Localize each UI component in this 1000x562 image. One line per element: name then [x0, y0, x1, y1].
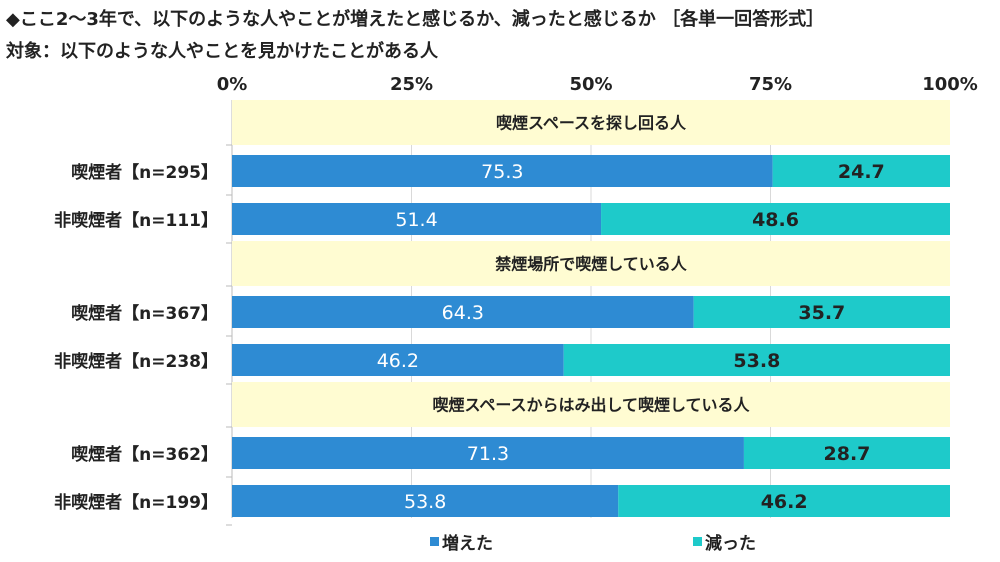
chart-title: ◆ここ2～3年で、以下のような人やことが増えたと感じるか、減ったと感じるか ［各… [6, 8, 824, 30]
data-label-decreased: 48.6 [752, 209, 799, 231]
data-label-decreased: 24.7 [838, 161, 885, 183]
row-label: 喫煙者【n=295】 [71, 162, 218, 183]
data-label-increased: 64.3 [442, 302, 484, 324]
data-label-decreased: 46.2 [761, 491, 808, 513]
x-tick-label: 50% [569, 74, 612, 95]
bar-increased [232, 437, 744, 469]
bar-increased [232, 344, 564, 376]
group-band [232, 100, 950, 145]
x-tick-label: 25% [390, 74, 433, 95]
legend-swatch-decreased [693, 537, 702, 546]
group-label: 喫煙スペースを探し回る人 [496, 114, 687, 133]
chart-subtitle: 対象：以下のような人やことを見かけたことがある人 [5, 40, 439, 62]
data-label-increased: 71.3 [467, 443, 509, 465]
data-label-increased: 53.8 [404, 491, 446, 513]
data-label-increased: 75.3 [481, 161, 523, 183]
x-tick-label: 75% [749, 74, 792, 95]
group-label: 禁煙場所で喫煙している人 [495, 255, 688, 274]
group-band [232, 241, 950, 286]
bar-decreased [563, 344, 950, 376]
bar-increased [232, 203, 602, 235]
bar-decreased [743, 437, 950, 469]
bar-increased [232, 485, 619, 517]
data-label-decreased: 35.7 [798, 302, 845, 324]
legend-swatch-increased [430, 537, 439, 546]
bar-increased [232, 155, 773, 187]
group-band [232, 382, 950, 427]
bar-decreased [618, 485, 950, 517]
bar-increased [232, 296, 694, 328]
bar-decreased [693, 296, 950, 328]
row-label: 非喫煙者【n=199】 [54, 492, 218, 513]
bar-decreased [601, 203, 950, 235]
x-tick-label: 0% [217, 74, 248, 95]
row-label: 非喫煙者【n=238】 [54, 351, 218, 372]
bar-decreased [772, 155, 950, 187]
x-tick-label: 100% [922, 74, 978, 95]
legend-label-increased: 増えた [442, 533, 493, 554]
legend-label-decreased: 減った [705, 533, 756, 554]
group-label: 喫煙スペースからはみ出して喫煙している人 [432, 396, 750, 415]
data-label-decreased: 53.8 [733, 350, 780, 372]
data-label-increased: 46.2 [377, 350, 419, 372]
row-label: 非喫煙者【n=111】 [54, 210, 218, 231]
data-label-increased: 51.4 [395, 209, 437, 231]
data-label-decreased: 28.7 [824, 443, 871, 465]
row-label: 喫煙者【n=367】 [71, 303, 218, 324]
row-label: 喫煙者【n=362】 [71, 444, 218, 465]
